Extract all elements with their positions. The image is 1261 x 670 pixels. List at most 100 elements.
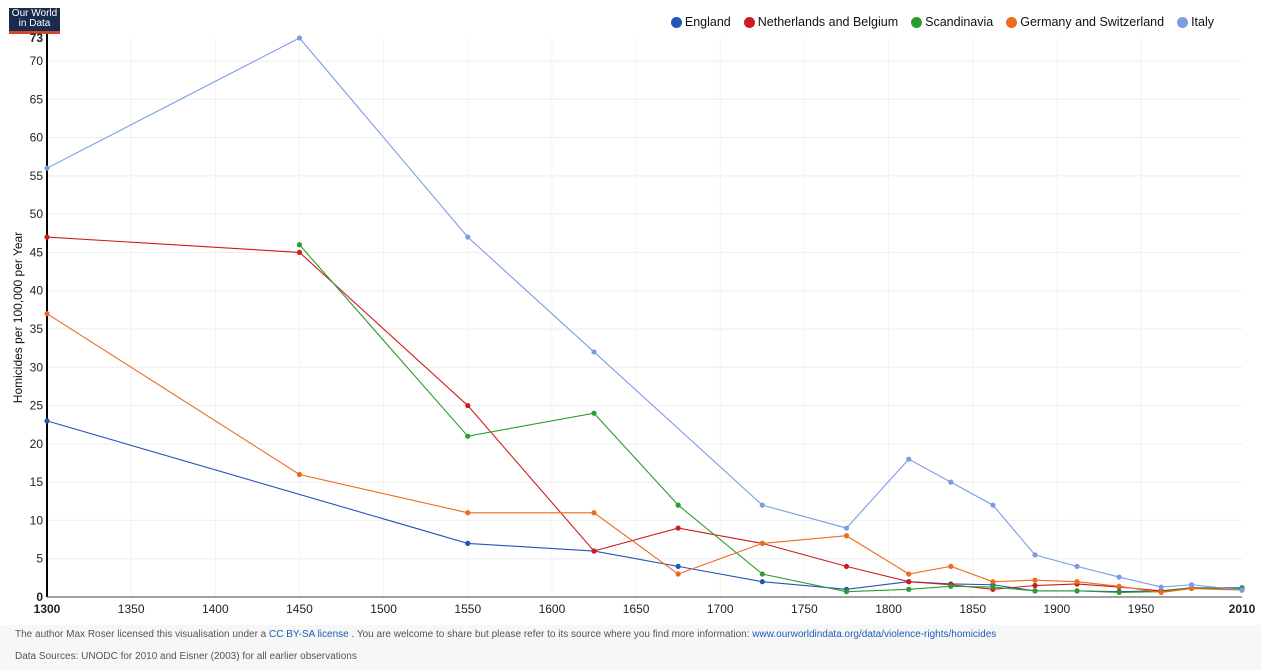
data-point-germany-and-switzerland-1862 [990,579,996,585]
data-point-england-1675 [675,563,681,569]
data-point-italy-1862 [990,502,996,508]
y-tick-label-55: 55 [30,169,44,183]
data-point-germany-and-switzerland-1550 [465,510,471,516]
legend-swatch-england [670,16,682,28]
x-tick-label-1350: 1350 [118,602,145,616]
y-tick-label-73: 73 [30,31,44,45]
chart-footer: The author Max Roser licensed this visua… [0,625,1261,670]
legend-item-italy[interactable]: Italy [1177,15,1214,29]
data-point-italy-1980 [1188,582,1195,588]
data-point-scandinavia-1675 [675,502,681,508]
y-tick-label-60: 60 [30,131,44,145]
legend-label-netherlands-and-belgium: Netherlands and Belgium [757,15,899,29]
data-point-scandinavia-1625 [591,410,597,416]
x-tick-label-1850: 1850 [959,602,986,616]
series-line-netherlands-and-belgium [46,236,1243,592]
source-link[interactable]: www.ourworldindata.org/data/violence-rig… [752,629,997,640]
logo-line-1: Our World [11,8,58,19]
x-tick-label-1400: 1400 [202,602,229,616]
data-point-italy-1837 [948,479,954,485]
x-tick-label-1650: 1650 [623,602,650,616]
data-point-germany-and-switzerland-1775 [843,533,850,539]
data-point-germany-and-switzerland-1962 [1158,589,1164,596]
data-point-germany-and-switzerland-1980 [1188,585,1195,592]
data-point-germany-and-switzerland-1725 [759,540,765,546]
license-link[interactable]: CC BY-SA license [269,629,349,640]
legend-swatch-netherlands-and-belgium [743,16,755,28]
data-point-scandinavia-1450 [296,242,303,248]
series-line-germany-and-switzerland [46,313,1243,593]
license-note: The author Max Roser licensed this visua… [15,629,996,640]
x-tick-label-1550: 1550 [454,602,481,616]
data-point-germany-and-switzerland-1937 [1116,583,1122,589]
data-point-scandinavia-1912 [1074,588,1080,594]
legend-swatch-italy [1177,16,1189,28]
x-tick-label-1700: 1700 [707,602,734,616]
x-tick-label-1900: 1900 [1044,602,1071,616]
data-point-germany-and-switzerland-1837 [948,563,954,569]
data-point-germany-and-switzerland-1625 [591,510,597,516]
data-point-england-1725 [759,579,765,585]
data-point-germany-and-switzerland-1912 [1074,579,1080,585]
y-tick-label-5: 5 [36,552,43,566]
data-point-england-1300 [44,418,50,424]
data-point-italy-1812 [906,456,912,462]
data-point-netherlands-and-belgium-1300 [44,234,50,240]
series-line-italy [46,37,1243,591]
x-tick-label-1300: 1300 [34,602,61,616]
license-text-before: The author Max Roser licensed this visua… [15,629,267,640]
data-point-italy-1775 [843,525,850,531]
y-tick-label-20: 20 [30,437,44,451]
x-tick-label-1950: 1950 [1128,602,1155,616]
y-tick-label-65: 65 [30,92,44,106]
data-point-scandinavia-1937 [1116,589,1122,596]
data-point-netherlands-and-belgium-1775 [843,563,850,569]
legend-item-england[interactable]: England [670,15,731,29]
data-point-scandinavia-1775 [843,589,850,595]
y-axis-label: Homicides per 100,000 per Year [11,232,25,403]
chart-legend: England Netherlands and Belgium Scandinavi… [670,15,1214,29]
x-tick-label-1500: 1500 [370,602,397,616]
legend-item-scandinavia[interactable]: Scandinavia [911,15,993,29]
data-point-germany-and-switzerland-1300 [44,311,50,317]
data-point-italy-1725 [759,502,765,508]
legend-item-germany-and-switzerland[interactable]: Germany and Switzerland [1006,15,1164,29]
y-tick-label-50: 50 [30,207,44,221]
y-tick-label-25: 25 [30,399,44,413]
x-tick-label-1800: 1800 [875,602,902,616]
data-point-italy-1962 [1158,584,1164,590]
x-tick-label-1600: 1600 [539,602,566,616]
data-point-germany-and-switzerland-1812 [906,571,912,577]
legend-label-scandinavia: Scandinavia [925,15,994,29]
data-point-netherlands-and-belgium-1450 [296,249,303,256]
y-tick-label-30: 30 [30,360,44,374]
data-point-italy-2010 [1239,587,1245,593]
data-point-italy-1550 [465,234,471,240]
data-point-italy-1300 [44,165,50,171]
homicide-line-chart: 5 10 15 20 25 30 35 40 45 50 55 60 65 70 0 73 1350 1400 14… [11,31,1256,616]
y-tick-label-40: 40 [30,284,44,298]
data-point-scandinavia-1812 [906,586,912,592]
data-point-netherlands-and-belgium-1675 [675,525,681,531]
data-point-scandinavia-1550 [465,433,471,439]
data-point-italy-1912 [1074,563,1080,569]
x-tick-label-1450: 1450 [286,602,313,616]
y-tick-label-70: 70 [30,54,44,68]
series-line-england [46,420,1242,593]
data-point-scandinavia-1887 [1032,588,1038,594]
data-point-italy-1450 [296,35,303,41]
data-point-italy-1887 [1032,552,1038,558]
series-line-scandinavia [299,244,1243,593]
x-tick-label-2010: 2010 [1229,602,1256,616]
data-point-scandinavia-1837 [948,583,954,589]
data-point-netherlands-and-belgium-1625 [591,548,597,554]
legend-swatch-germany-and-switzerland [1006,16,1018,28]
data-point-germany-and-switzerland-1887 [1032,577,1038,583]
y-tick-label-10: 10 [30,513,44,527]
y-tick-label-0: 0 [36,590,43,604]
y-tick-label-45: 45 [30,245,44,259]
y-tick-label-35: 35 [30,322,44,336]
data-point-italy-1937 [1116,574,1122,580]
data-point-scandinavia-1725 [759,571,765,577]
legend-item-netherlands-and-belgium[interactable]: Netherlands and Belgium [743,15,899,29]
